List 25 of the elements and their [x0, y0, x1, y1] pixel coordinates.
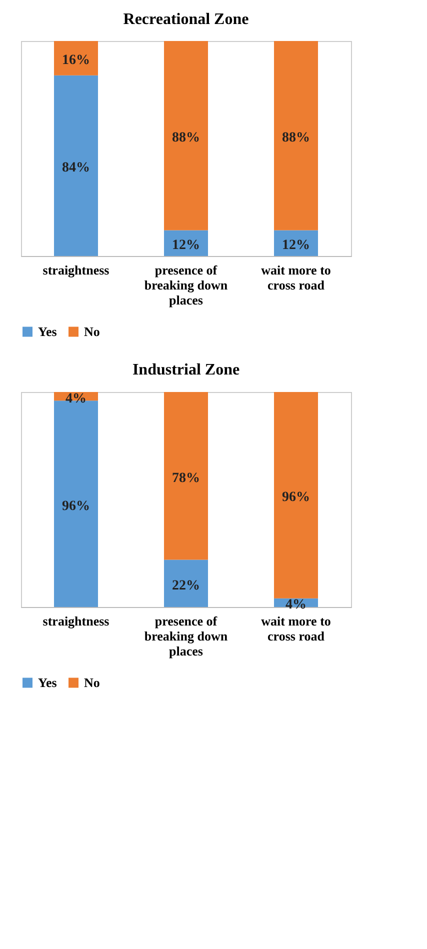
bar — [274, 392, 318, 598]
data-label: 22% — [172, 578, 200, 594]
bar — [164, 392, 208, 560]
x-tick-label: presence of breaking down places — [144, 262, 228, 308]
legend-label: Yes — [38, 324, 57, 339]
data-label: 96% — [282, 490, 310, 506]
data-label: 12% — [282, 238, 310, 254]
x-tick-label: straightness — [42, 614, 110, 628]
x-tick-label: wait more to cross road — [261, 262, 331, 292]
data-label: 96% — [62, 498, 90, 514]
legend-label: No — [84, 674, 100, 690]
chart-title: Recreational Zone — [123, 11, 249, 28]
data-label: 12% — [172, 238, 200, 254]
x-tick-label: presence of breaking down places — [144, 614, 228, 658]
data-label: 78% — [172, 470, 200, 486]
bar — [164, 560, 208, 607]
chart-title: Industrial Zone — [132, 361, 240, 378]
legend-label: No — [84, 324, 100, 339]
data-label: 88% — [282, 130, 310, 146]
x-tick-label: wait more to cross road — [261, 614, 331, 644]
legend-label: Yes — [38, 674, 57, 690]
data-label: 16% — [62, 53, 90, 68]
data-label: 88% — [172, 130, 200, 146]
data-label: 84% — [62, 160, 90, 176]
x-tick-label: straightness — [42, 262, 110, 278]
